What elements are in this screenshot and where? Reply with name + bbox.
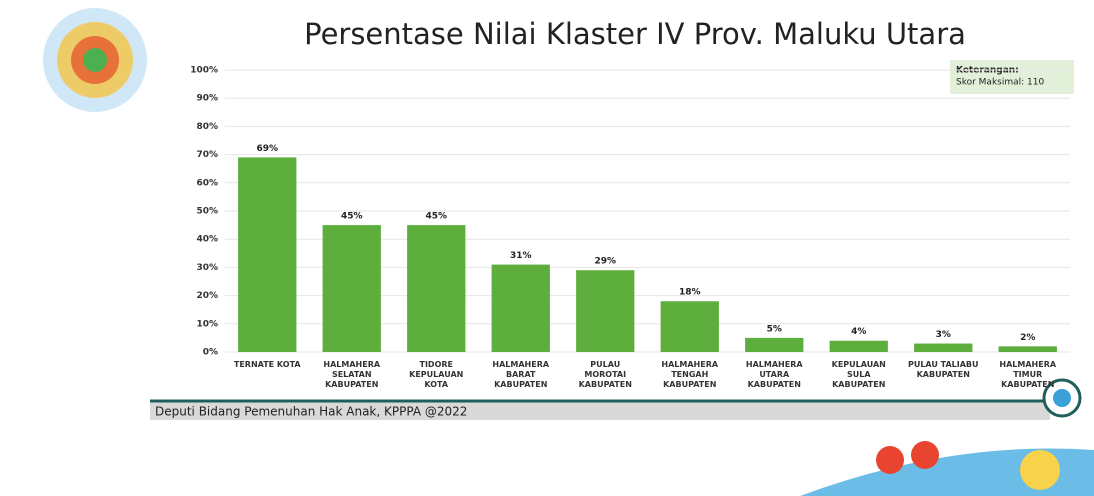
x-tick-label: HALMAHERA TENGAH KABUPATEN	[661, 360, 719, 389]
y-tick-label: 10%	[196, 319, 218, 329]
y-tick-label: 0%	[203, 348, 218, 358]
bar	[407, 225, 466, 352]
x-tick-label: KEPULAUAN SULA KABUPATEN	[831, 360, 886, 389]
bar	[238, 157, 297, 352]
value-label: 69%	[256, 144, 278, 154]
value-label: 3%	[936, 330, 951, 340]
corner-logo-inner	[1053, 389, 1071, 407]
y-tick-label: 30%	[196, 263, 218, 273]
bar	[998, 346, 1057, 352]
footer-band	[150, 402, 1050, 420]
y-tick-label: 20%	[196, 291, 218, 301]
footer: Deputi Bidang Pemenuhan Hak Anak, KPPPA …	[155, 405, 467, 419]
value-label: 18%	[679, 288, 701, 298]
y-tick-label: 80%	[196, 122, 218, 132]
x-tick-label: HALMAHERA TIMUR KABUPATEN	[999, 360, 1057, 389]
value-label: 29%	[594, 257, 616, 267]
y-tick-label: 70%	[196, 150, 218, 160]
y-tick-label: 90%	[196, 94, 218, 104]
logo-decoration	[43, 8, 147, 112]
bar	[745, 337, 804, 352]
bar	[322, 225, 381, 352]
value-label: 2%	[1020, 333, 1035, 343]
y-tick-label: 100%	[190, 66, 218, 76]
y-tick-label: 50%	[196, 207, 218, 217]
x-tick-label: HALMAHERA SELATAN KABUPATEN	[323, 360, 381, 389]
bar	[829, 340, 888, 352]
x-tick-label: HALMAHERA BARAT KABUPATEN	[492, 360, 550, 389]
bar	[660, 301, 719, 352]
y-tick-label: 60%	[196, 178, 218, 188]
value-label: 45%	[341, 212, 363, 222]
x-tick-label: TIDORE KEPULAUAN KOTA	[409, 360, 464, 389]
bar	[914, 343, 973, 352]
value-label: 31%	[510, 251, 532, 261]
legend-text: Skor Maksimal: 110	[956, 78, 1044, 88]
chart-title: Persentase Nilai Klaster IV Prov. Maluku…	[304, 17, 966, 51]
bottom-decoration	[800, 441, 1094, 496]
value-label: 45%	[425, 212, 447, 222]
value-label: 5%	[767, 324, 782, 334]
x-tick-label: PULAU MOROTAI KABUPATEN	[578, 360, 632, 389]
y-tick-label: 40%	[196, 235, 218, 245]
x-tick-label: PULAU TALIABU KABUPATEN	[907, 360, 979, 379]
x-tick-label: HALMAHERA UTARA KABUPATEN	[745, 360, 803, 389]
value-label: 4%	[851, 327, 866, 337]
legend-box	[950, 60, 1074, 94]
bar	[576, 270, 635, 352]
bar	[491, 264, 550, 352]
x-tick-label: TERNATE KOTA	[233, 360, 301, 369]
